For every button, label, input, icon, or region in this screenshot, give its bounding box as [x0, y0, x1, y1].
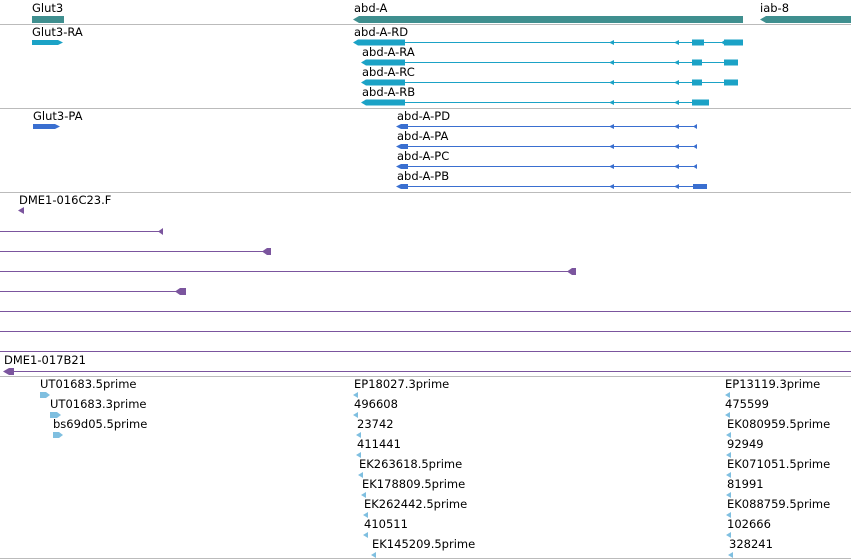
protein-abda-pa-label: abd-A-PA [397, 129, 449, 143]
est-label: 23742 [357, 417, 394, 431]
transcript-abda-ra-feature[interactable] [361, 59, 738, 66]
est-label: 328241 [729, 537, 773, 551]
transcript-abda-rb-label: abd-A-RB [362, 85, 416, 99]
est-ut01683-5-marker[interactable] [40, 392, 50, 398]
gene-abda-feature[interactable] [353, 16, 743, 23]
gene-glut3-feature[interactable] [32, 16, 64, 23]
est-label: EP13119.3prime [725, 377, 821, 391]
est-label: EK145209.5prime [372, 537, 476, 551]
est-label: EP18027.3prime [354, 377, 450, 391]
est-ep13119-marker[interactable] [725, 392, 730, 398]
est-label: EK262442.5prime [364, 497, 468, 511]
est-475599-marker[interactable] [725, 412, 730, 418]
est-ek088759-marker[interactable] [726, 512, 731, 518]
est-label: EK088759.5prime [727, 497, 831, 511]
transcript-glut3-ra-feature[interactable] [32, 40, 63, 45]
protein-glut3-pa-feature[interactable] [33, 124, 60, 129]
est-102666-marker[interactable] [726, 532, 731, 538]
protein-glut3-pa-label: Glut3-PA [33, 109, 83, 123]
gene-iab8-label: iab-8 [760, 1, 790, 15]
est-label: 411441 [357, 437, 401, 451]
clone-016c23-label: DME1-016C23.F [19, 193, 112, 207]
est-label: UT01683.5prime [40, 377, 137, 391]
transcript-glut3-ra-label: Glut3-RA [32, 25, 83, 39]
est-ek071051-marker[interactable] [726, 472, 731, 478]
clone-017b21-label: DME1-017B21 [4, 353, 86, 367]
est-496608-marker[interactable] [353, 412, 358, 418]
clone-track [0, 207, 851, 375]
est-ek178809-marker[interactable] [361, 492, 366, 498]
gene-iab8-feature[interactable] [760, 16, 851, 23]
clone-line-4[interactable] [0, 288, 186, 295]
protein-abda-pa-feature[interactable] [396, 144, 697, 149]
gene-track [32, 16, 851, 23]
est-23742-marker[interactable] [356, 432, 361, 438]
est-bs69d05-marker[interactable] [53, 432, 63, 438]
transcript-abda-ra-label: abd-A-RA [362, 45, 415, 59]
protein-abda-pc-label: abd-A-PC [397, 149, 450, 163]
est-track [40, 392, 733, 558]
est-label: bs69d05.5prime [53, 417, 148, 431]
est-410511-marker[interactable] [363, 532, 368, 538]
gene-glut3-label: Glut3 [32, 1, 64, 15]
transcript-abda-rd-label: abd-A-RD [354, 25, 409, 39]
protein-abda-pc-feature[interactable] [396, 164, 697, 169]
est-ek145209-marker[interactable] [371, 552, 376, 558]
est-ek080959-marker[interactable] [726, 432, 731, 438]
est-411441-marker[interactable] [356, 452, 361, 458]
transcript-abda-rc-feature[interactable] [361, 79, 738, 86]
transcript-abda-rd-feature[interactable] [353, 39, 743, 46]
protein-abda-pd-feature[interactable] [396, 124, 697, 129]
transcript-abda-rb-feature[interactable] [361, 99, 709, 106]
protein-abda-pd-label: abd-A-PD [397, 109, 451, 123]
protein-abda-pb-label: abd-A-PB [397, 169, 450, 183]
gene-abda-label: abd-A [354, 1, 388, 15]
clone-017b21-feature[interactable] [3, 368, 851, 375]
est-label: 496608 [354, 397, 398, 411]
est-81991-marker[interactable] [726, 492, 731, 498]
est-92949-marker[interactable] [726, 452, 731, 458]
clone-line-2[interactable] [0, 248, 271, 255]
est-label: EK080959.5prime [727, 417, 831, 431]
est-label: EK178809.5prime [362, 477, 466, 491]
clone-line-1[interactable] [0, 228, 163, 235]
est-label: 92949 [727, 437, 764, 451]
est-ep18027-marker[interactable] [353, 392, 358, 398]
transcript-abda-rc-label: abd-A-RC [362, 65, 415, 79]
est-label: 81991 [727, 477, 764, 491]
est-label: 475599 [725, 397, 769, 411]
est-ut01683-3-marker[interactable] [50, 412, 61, 418]
est-label: UT01683.3prime [50, 397, 147, 411]
protein-abda-pb-feature[interactable] [396, 184, 707, 189]
est-label: 410511 [364, 517, 408, 531]
est-ek263618-marker[interactable] [358, 472, 363, 478]
track-dividers [0, 24, 851, 559]
est-328241-marker[interactable] [728, 552, 733, 558]
est-label: EK263618.5prime [359, 457, 463, 471]
clone-016c23-marker[interactable] [18, 207, 24, 214]
est-ek262442-marker[interactable] [363, 512, 368, 518]
protein-track [33, 124, 707, 189]
clone-line-3[interactable] [0, 268, 576, 275]
est-label: 102666 [727, 517, 771, 531]
est-label: EK071051.5prime [727, 457, 831, 471]
transcript-track [32, 39, 743, 106]
